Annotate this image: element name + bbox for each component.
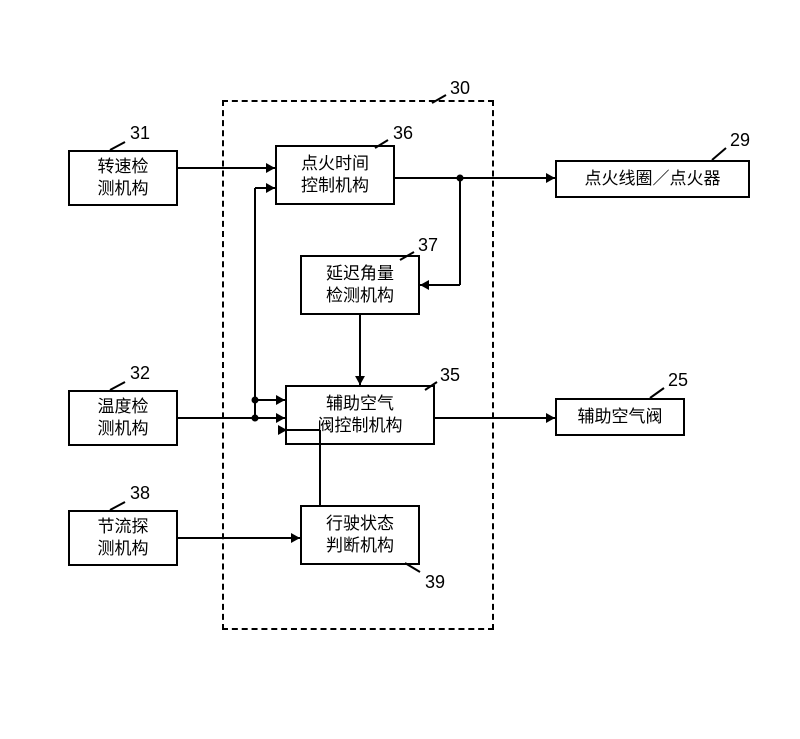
ref-label-37: 37 xyxy=(418,235,438,256)
node-n25: 辅助空气阀 xyxy=(555,398,685,436)
node-n31-label: 转速检测机构 xyxy=(98,156,149,200)
ref-label-29: 29 xyxy=(730,130,750,151)
node-n37-label: 延迟角量检测机构 xyxy=(326,263,394,307)
ref-label-30: 30 xyxy=(450,78,470,99)
ref-label-39: 39 xyxy=(425,572,445,593)
node-n37: 延迟角量检测机构 xyxy=(300,255,420,315)
node-n25-label: 辅助空气阀 xyxy=(578,406,663,428)
node-n38-label: 节流探测机构 xyxy=(98,516,149,560)
node-n38: 节流探测机构 xyxy=(68,510,178,566)
node-n31: 转速检测机构 xyxy=(68,150,178,206)
node-n36: 点火时间控制机构 xyxy=(275,145,395,205)
node-n32: 温度检测机构 xyxy=(68,390,178,446)
node-n35-label: 辅助空气阀控制机构 xyxy=(318,393,403,437)
ref-label-36: 36 xyxy=(393,123,413,144)
ref-label-35: 35 xyxy=(440,365,460,386)
diagram-canvas: 转速检测机构 温度检测机构 节流探测机构 点火时间控制机构 延迟角量检测机构 辅… xyxy=(0,0,800,739)
ref-label-32: 32 xyxy=(130,363,150,384)
node-n29: 点火线圈／点火器 xyxy=(555,160,750,198)
ref-label-31: 31 xyxy=(130,123,150,144)
node-n39-label: 行驶状态判断机构 xyxy=(326,513,394,557)
node-n39: 行驶状态判断机构 xyxy=(300,505,420,565)
node-n32-label: 温度检测机构 xyxy=(98,396,149,440)
node-n35: 辅助空气阀控制机构 xyxy=(285,385,435,445)
ref-label-25: 25 xyxy=(668,370,688,391)
node-n36-label: 点火时间控制机构 xyxy=(301,153,369,197)
ref-label-38: 38 xyxy=(130,483,150,504)
node-n29-label: 点火线圈／点火器 xyxy=(585,168,721,190)
